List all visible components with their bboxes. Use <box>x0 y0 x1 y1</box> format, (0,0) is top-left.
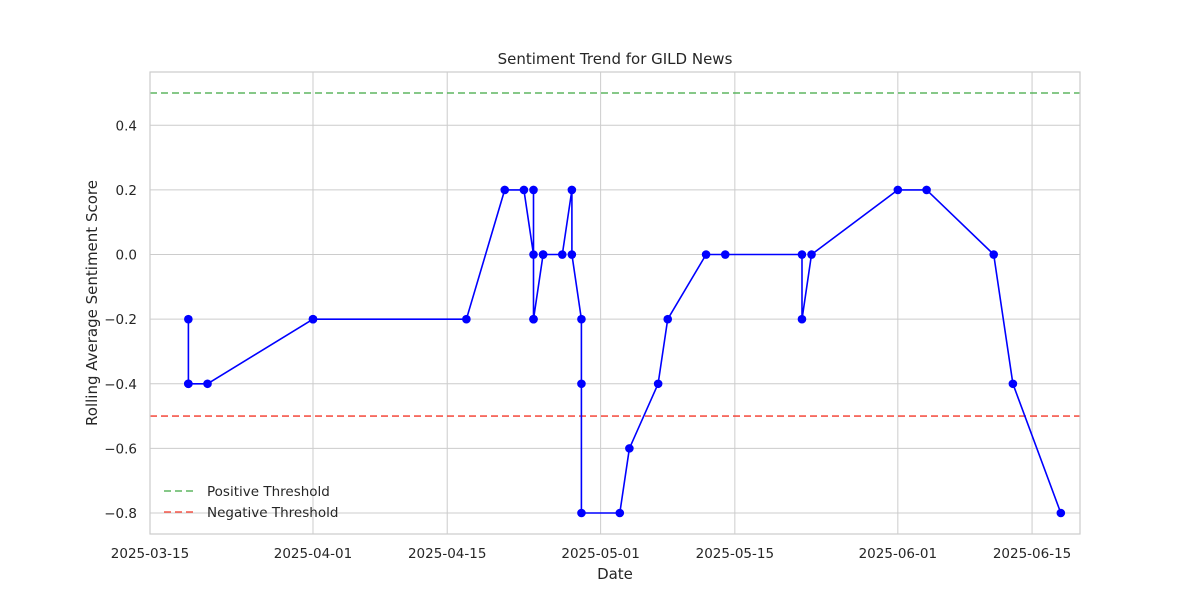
data-point <box>577 379 586 389</box>
data-point <box>893 185 903 195</box>
x-axis-label: Date <box>597 565 633 583</box>
threshold-lines <box>150 92 1080 417</box>
x-tick-label: 2025-05-15 <box>696 546 774 562</box>
x-tick-label: 2025-03-15 <box>111 546 189 562</box>
data-point <box>203 379 212 389</box>
data-point <box>720 250 730 259</box>
data-point <box>1056 508 1066 518</box>
y-axis-label: Rolling Average Sentiment Score <box>83 180 101 426</box>
data-point <box>567 185 577 195</box>
y-tick-label: −0.2 <box>104 312 137 328</box>
data-point <box>701 250 711 259</box>
series-line <box>187 189 1062 514</box>
data-point <box>807 250 816 259</box>
legend: Positive Threshold Negative Threshold <box>164 484 338 521</box>
data-point <box>989 250 999 259</box>
y-tick-label: 0.4 <box>116 118 137 134</box>
data-point <box>184 314 193 324</box>
series <box>184 185 1066 518</box>
x-tick-label: 2025-06-15 <box>993 546 1071 562</box>
data-point <box>797 314 807 324</box>
data-point <box>653 379 663 389</box>
data-point <box>500 185 510 195</box>
data-point <box>538 250 548 259</box>
data-point <box>529 185 538 195</box>
data-point <box>663 314 673 324</box>
data-point <box>308 314 318 324</box>
data-point <box>922 185 931 195</box>
x-tick-label: 2025-05-01 <box>561 546 639 562</box>
y-tick-label: −0.6 <box>104 441 137 457</box>
y-tick-label: −0.8 <box>104 506 137 522</box>
tick-labels: 2025-03-15 2025-04-01 2025-04-15 2025-05-01… <box>104 118 1071 562</box>
data-point <box>184 379 193 389</box>
data-point <box>1008 379 1018 389</box>
data-point <box>529 314 538 324</box>
data-point <box>797 250 807 259</box>
x-tick-label: 2025-04-01 <box>274 546 352 562</box>
data-point <box>519 185 529 195</box>
data-point <box>625 444 634 453</box>
chart-title: Sentiment Trend for GILD News <box>498 50 733 68</box>
data-point <box>567 250 577 259</box>
data-point <box>529 250 538 259</box>
y-tick-label: −0.4 <box>104 377 137 393</box>
data-point <box>557 250 567 259</box>
data-point <box>577 508 586 518</box>
x-tick-label: 2025-06-01 <box>859 546 937 562</box>
plot-frame <box>149 71 1081 535</box>
y-tick-label: 0.0 <box>116 248 137 264</box>
legend-label: Negative Threshold <box>207 505 338 521</box>
data-point <box>462 314 471 324</box>
y-tick-label: 0.2 <box>116 183 137 199</box>
data-point <box>577 314 586 324</box>
legend-label: Positive Threshold <box>207 484 330 500</box>
data-point <box>615 508 625 518</box>
x-tick-label: 2025-04-15 <box>408 546 486 562</box>
grid <box>149 72 1080 534</box>
